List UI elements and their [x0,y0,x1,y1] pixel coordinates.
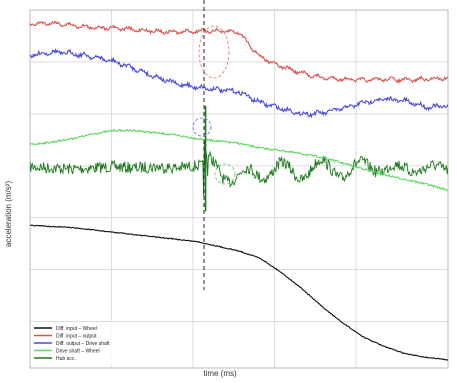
legend-label-2: Diff. output – Drive shaft [56,341,110,347]
legend-label-0: Diff. input – Wheel [56,326,97,332]
y-axis-label: acceleration (m/s²) [4,181,13,248]
highlight-circle-green [214,163,236,185]
legend-label-4: Hub acc. [56,356,76,362]
series-line-1 [30,20,448,85]
legend-label-1: Diff. input – output [56,333,97,339]
series-line-4 [30,139,448,197]
series-line-0 [30,224,448,361]
series-line-3 [30,128,448,192]
legend-label-3: Drive shaft – Wheel [56,348,100,354]
event-markers [192,0,236,290]
plot-border [29,9,449,369]
series-line-2 [30,47,448,119]
highlight-circle-red [198,25,230,79]
plot-frame [29,9,449,369]
highlight-circle-blue [192,117,212,137]
x-axis-label: time (ms) [203,369,237,378]
grid [30,10,448,368]
series-group [30,20,448,361]
